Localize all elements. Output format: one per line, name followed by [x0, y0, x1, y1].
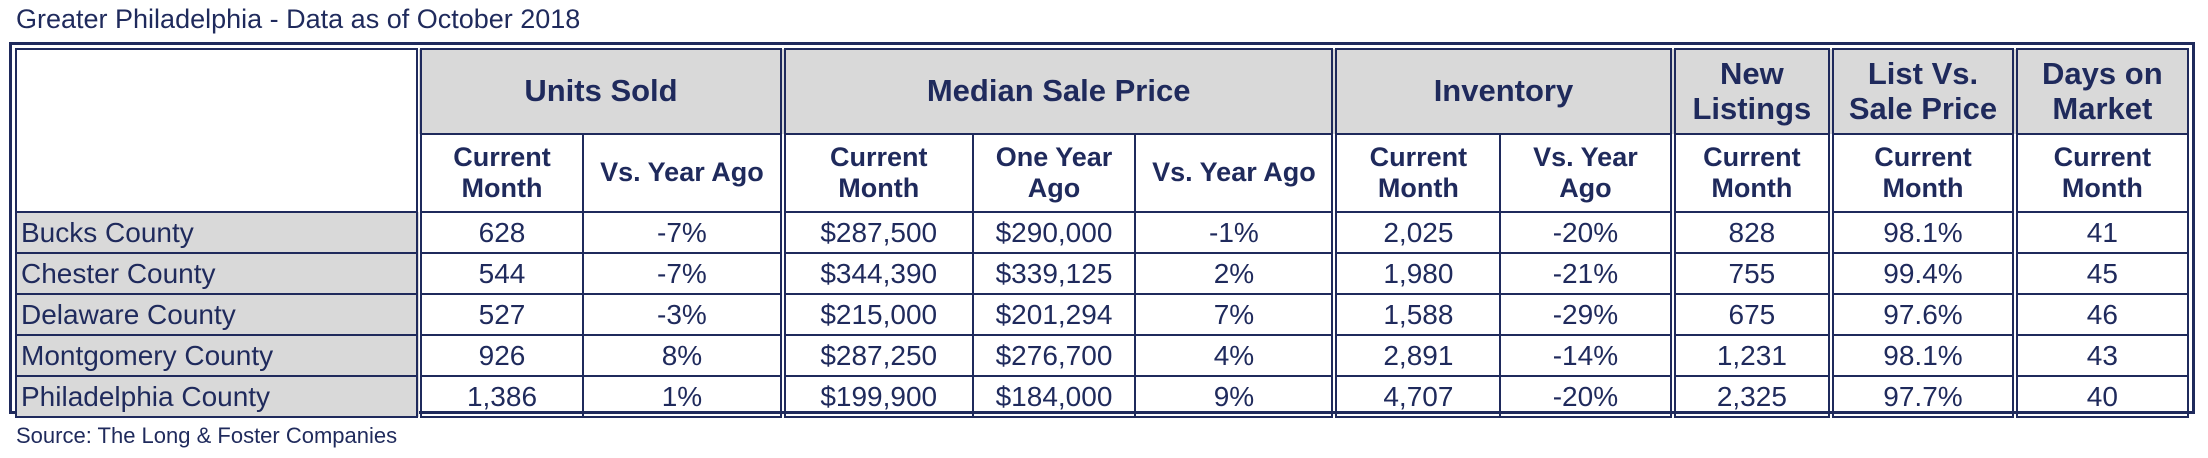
cell-new-listings: 1,231: [1669, 334, 1833, 377]
cell-list-vs-sale: 98.1%: [1828, 211, 2016, 254]
cell-price-current: $344,390: [779, 252, 974, 295]
cell-price-one-year-ago: $276,700: [971, 334, 1137, 377]
cell-price-vs-year-ago: 4%: [1134, 334, 1336, 377]
market-data-table-frame: Units Sold Median Sale Price Inventory N…: [9, 42, 2195, 418]
cell-price-vs-year-ago: 7%: [1134, 293, 1336, 336]
table-row: Montgomery County 926 8% $287,250 $276,7…: [14, 334, 2190, 377]
cell-days-on-market: 46: [2011, 293, 2190, 336]
header-median-sale-price: Median Sale Price: [779, 48, 1336, 135]
subheader-units-current-month: Current Month: [416, 133, 584, 213]
cell-price-one-year-ago: $184,000: [971, 375, 1137, 418]
cell-price-one-year-ago: $290,000: [971, 211, 1137, 254]
cell-units-vs-year-ago: 8%: [581, 334, 784, 377]
subheader-inventory-vs-year-ago: Vs. Year Ago: [1499, 133, 1674, 213]
header-new-listings: New Listings: [1669, 48, 1833, 135]
cell-list-vs-sale: 97.7%: [1828, 375, 2016, 418]
market-data-table: Units Sold Median Sale Price Inventory N…: [14, 48, 2190, 418]
cell-days-on-market: 41: [2011, 211, 2190, 254]
table-row: Philadelphia County 1,386 1% $199,900 $1…: [14, 375, 2190, 418]
row-county-name: Bucks County: [14, 211, 421, 254]
cell-price-current: $287,250: [779, 334, 974, 377]
row-county-name: Chester County: [14, 252, 421, 295]
cell-days-on-market: 43: [2011, 334, 2190, 377]
cell-inventory-current: 2,025: [1331, 211, 1502, 254]
cell-price-current: $287,500: [779, 211, 974, 254]
table-row: Bucks County 628 -7% $287,500 $290,000 -…: [14, 211, 2190, 254]
header-row-subcolumns: Current Month Vs. Year Ago Current Month…: [16, 133, 2190, 213]
cell-price-current: $215,000: [779, 293, 974, 336]
cell-units-current: 926: [416, 334, 584, 377]
cell-inventory-vs-year-ago: -21%: [1499, 252, 1674, 295]
cell-units-vs-year-ago: -7%: [581, 211, 784, 254]
cell-new-listings: 675: [1669, 293, 1833, 336]
cell-days-on-market: 45: [2011, 252, 2190, 295]
subheader-units-vs-year-ago: Vs. Year Ago: [581, 133, 784, 213]
cell-inventory-vs-year-ago: -20%: [1499, 211, 1674, 254]
corner-cell: [14, 48, 421, 213]
row-county-name: Delaware County: [14, 293, 421, 336]
cell-new-listings: 828: [1669, 211, 1833, 254]
cell-inventory-current: 2,891: [1331, 334, 1502, 377]
cell-inventory-current: 1,588: [1331, 293, 1502, 336]
row-county-name: Montgomery County: [14, 334, 421, 377]
header-inventory: Inventory: [1331, 48, 1674, 135]
row-county-name: Philadelphia County: [14, 375, 421, 418]
cell-list-vs-sale: 98.1%: [1828, 334, 2016, 377]
header-days-on-market: Days on Market: [2011, 48, 2190, 135]
header-units-sold: Units Sold: [416, 48, 784, 135]
table-row: Chester County 544 -7% $344,390 $339,125…: [14, 252, 2190, 295]
cell-price-vs-year-ago: 9%: [1134, 375, 1336, 418]
subheader-price-current-month: Current Month: [779, 133, 974, 213]
cell-inventory-vs-year-ago: -20%: [1499, 375, 1674, 418]
subheader-price-one-year-ago: One Year Ago: [971, 133, 1137, 213]
cell-price-vs-year-ago: -1%: [1134, 211, 1336, 254]
cell-units-current: 527: [416, 293, 584, 336]
cell-new-listings: 755: [1669, 252, 1833, 295]
cell-inventory-vs-year-ago: -14%: [1499, 334, 1674, 377]
cell-inventory-current: 4,707: [1331, 375, 1502, 418]
header-list-vs-sale-price: List Vs. Sale Price: [1828, 48, 2016, 135]
subheader-inventory-current-month: Current Month: [1331, 133, 1502, 213]
header-row-groups: Units Sold Median Sale Price Inventory N…: [14, 48, 2190, 213]
cell-inventory-current: 1,980: [1331, 252, 1502, 295]
source-note: Source: The Long & Foster Companies: [16, 423, 398, 448]
subheader-list-vs-sale-current-month: Current Month: [1828, 133, 2016, 213]
cell-units-vs-year-ago: -7%: [581, 252, 784, 295]
cell-units-current: 544: [416, 252, 584, 295]
cell-price-current: $199,900: [779, 375, 974, 418]
cell-units-vs-year-ago: 1%: [581, 375, 784, 418]
cell-new-listings: 2,325: [1669, 375, 1833, 418]
cell-list-vs-sale: 99.4%: [1828, 252, 2016, 295]
cell-units-vs-year-ago: -3%: [581, 293, 784, 336]
cell-price-one-year-ago: $339,125: [971, 252, 1137, 295]
cell-list-vs-sale: 97.6%: [1828, 293, 2016, 336]
table-row: Delaware County 527 -3% $215,000 $201,29…: [14, 293, 2190, 336]
cell-inventory-vs-year-ago: -29%: [1499, 293, 1674, 336]
subheader-price-vs-year-ago: Vs. Year Ago: [1134, 133, 1336, 213]
cell-units-current: 628: [416, 211, 584, 254]
subheader-days-current-month: Current Month: [2011, 133, 2190, 213]
cell-days-on-market: 40: [2011, 375, 2190, 418]
cell-price-one-year-ago: $201,294: [971, 293, 1137, 336]
page-title: Greater Philadelphia - Data as of Octobe…: [16, 4, 581, 34]
cell-price-vs-year-ago: 2%: [1134, 252, 1336, 295]
cell-units-current: 1,386: [416, 375, 584, 418]
subheader-new-listings-current-month: Current Month: [1669, 133, 1833, 213]
